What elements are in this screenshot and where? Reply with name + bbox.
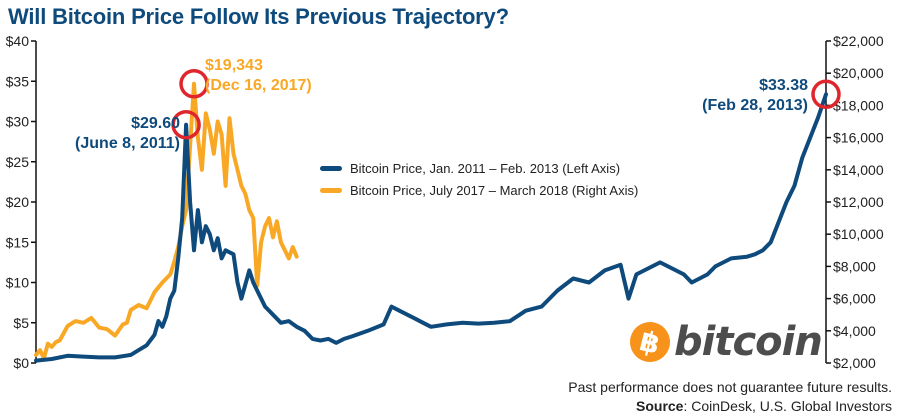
right-axis-tick-label: $14,000 [833, 162, 884, 178]
left-axis-tick-label: $10 [6, 275, 30, 291]
right-axis-tick-label: $4,000 [833, 323, 876, 339]
legend-swatch-orange [320, 187, 342, 193]
right-axis-tick-label: $20,000 [833, 65, 884, 81]
right-axis-tick-label: $2,000 [833, 355, 876, 371]
right-axis-tick-label: $18,000 [833, 97, 884, 113]
left-axis-tick-label: $0 [13, 355, 29, 371]
source-label: Source [636, 398, 684, 414]
left-axis-tick-label: $25 [6, 154, 30, 170]
legend-swatch-blue [320, 165, 342, 171]
left-axis-tick-label: $35 [6, 73, 30, 89]
left-axis-tick-label: $5 [13, 315, 29, 331]
orange-peak-value: $19,343 [205, 57, 263, 74]
bitcoin-coin-icon: ฿ [625, 317, 675, 367]
highlight-circle-orange-peak [179, 69, 209, 99]
blue-peak-date: (June 8, 2011) [75, 135, 180, 152]
blue-peak-value: $29.60 [131, 115, 180, 132]
legend-item-blue: Bitcoin Price, Jan. 2011 – Feb. 2013 (Le… [320, 157, 638, 179]
series-line-2011-2013 [34, 92, 828, 363]
disclaimer: Past performance does not guarantee futu… [568, 379, 892, 395]
orange-peak-annotation: $19,343 (Dec 16, 2017) [205, 56, 312, 96]
legend-label-orange: Bitcoin Price, July 2017 – March 2018 (R… [350, 182, 639, 198]
left-axis: $0 $5 $10 $15 $20 $25 $30 $35 $40 [6, 33, 37, 371]
right-axis-tick-label: $6,000 [833, 291, 876, 307]
left-axis-tick-label: $30 [6, 114, 30, 130]
footnote: Past performance does not guarantee futu… [568, 378, 892, 416]
highlight-circle-blue-peak [171, 109, 201, 140]
left-axis-tick-label: $15 [6, 234, 30, 250]
highlight-circle-blue-end [811, 79, 841, 110]
source-text: : CoinDesk, U.S. Global Investors [683, 398, 892, 414]
right-axis-tick-label: $8,000 [833, 258, 876, 274]
source-line: Source: CoinDesk, U.S. Global Investors [568, 397, 892, 416]
legend-label-blue: Bitcoin Price, Jan. 2011 – Feb. 2013 (Le… [350, 160, 621, 176]
left-axis-tick-label: $40 [6, 33, 30, 49]
right-axis: $2,000 $4,000 $6,000 $8,000 $10,000 $12,000 $1… [825, 33, 884, 371]
bitcoin-wordmark: bitcoin [674, 319, 823, 365]
right-axis-tick-label: $10,000 [833, 226, 884, 242]
blue-end-date: (Feb 28, 2013) [702, 97, 808, 114]
left-axis-tick-label: $20 [6, 194, 30, 210]
blue-end-value: $33.38 [759, 77, 808, 94]
blue-end-annotation: $33.38 (Feb 28, 2013) [702, 76, 808, 116]
legend: Bitcoin Price, Jan. 2011 – Feb. 2013 (Le… [320, 157, 638, 201]
legend-item-orange: Bitcoin Price, July 2017 – March 2018 (R… [320, 179, 638, 201]
blue-peak-annotation: $29.60 (June 8, 2011) [75, 114, 180, 154]
bitcoin-logo: ฿ bitcoin [625, 317, 823, 367]
right-axis-tick-label: $16,000 [833, 130, 884, 146]
highlight-layer [171, 69, 841, 140]
chart-title: Will Bitcoin Price Follow Its Previous T… [8, 4, 509, 29]
right-axis-tick-label: $22,000 [833, 33, 884, 49]
right-axis-tick-label: $12,000 [833, 194, 884, 210]
orange-peak-date: (Dec 16, 2017) [205, 77, 312, 94]
